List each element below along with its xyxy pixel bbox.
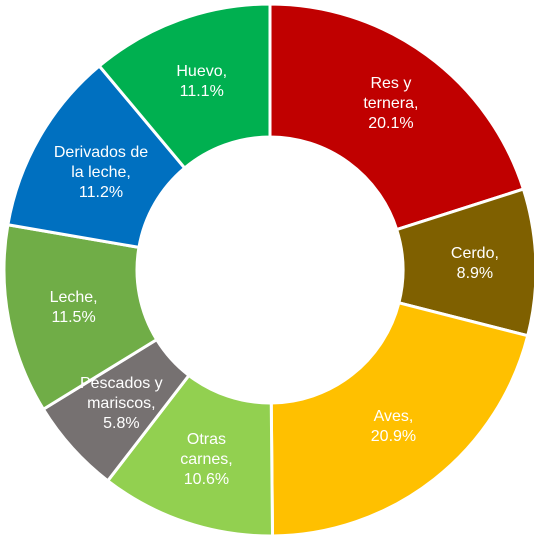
category-label: Res y ternera, <box>363 75 419 113</box>
data-label: Leche, 11.5% <box>34 288 114 328</box>
data-label: Huevo, 11.1% <box>162 62 242 102</box>
category-label: Derivados de la leche, <box>53 143 149 181</box>
data-label: Aves, 20.9% <box>353 407 433 447</box>
value-label: 11.2% <box>78 183 124 201</box>
data-label: Pescados y mariscos, 5.8% <box>75 374 167 434</box>
value-label: 20.1% <box>368 115 414 133</box>
category-label: Cerdo, <box>450 244 499 262</box>
category-label: Aves, <box>373 408 414 426</box>
data-label: Res y ternera, 20.1% <box>353 74 428 134</box>
donut-slice <box>97 2 272 171</box>
value-label: 5.8% <box>103 414 140 432</box>
value-label: 20.9% <box>370 428 417 446</box>
value-label: 11.5% <box>51 308 96 326</box>
category-label: Otras carnes, <box>180 430 233 468</box>
donut-slice <box>268 2 526 232</box>
category-label: Leche, <box>49 288 98 306</box>
data-label: Derivados de la leche, 11.2% <box>51 143 151 203</box>
donut-slice <box>2 222 159 412</box>
data-label: Cerdo, 8.9% <box>435 244 515 284</box>
donut-slice <box>269 301 530 537</box>
category-label: Huevo, <box>176 63 228 80</box>
data-label: Otras carnes, 10.6% <box>171 430 241 490</box>
value-label: 11.1% <box>179 83 224 100</box>
category-label: Pescados y mariscos, <box>79 374 163 412</box>
value-label: 10.6% <box>183 470 230 488</box>
value-label: 8.9% <box>456 264 494 282</box>
